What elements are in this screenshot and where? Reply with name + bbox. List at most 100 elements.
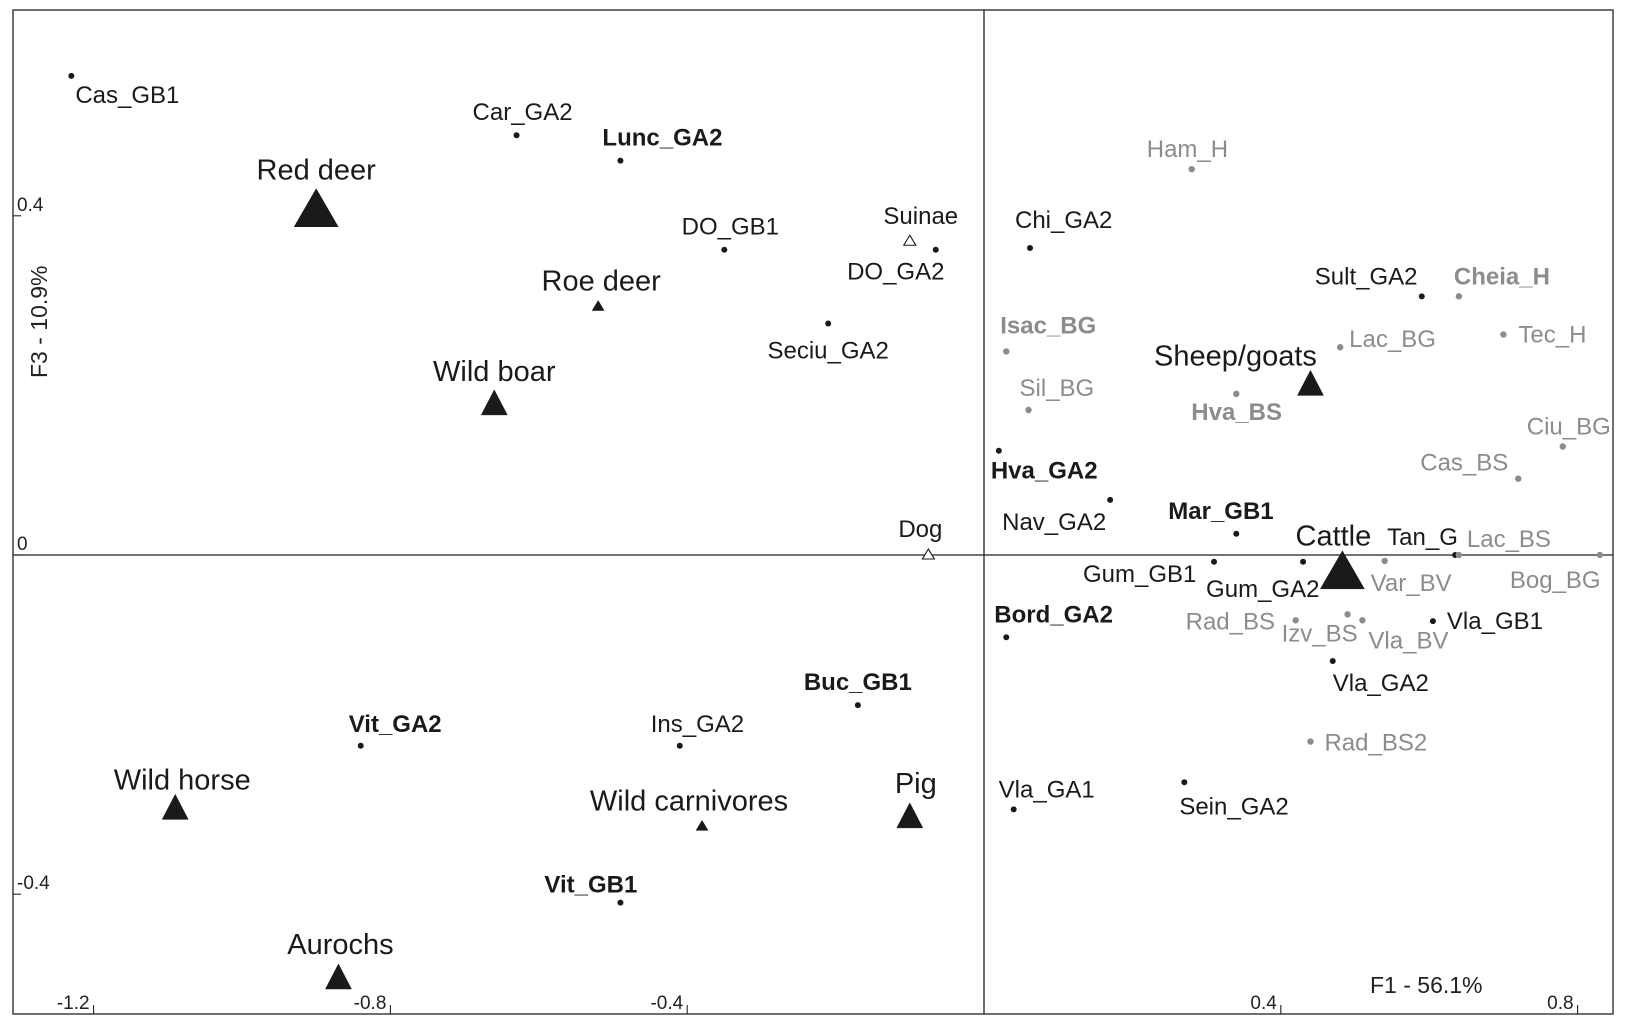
axes: -1.2 -0.8 -0.4 0.4 0.8 0.4 0 -0.4 (13, 10, 1613, 1014)
site-point-vla-ga1 (1010, 806, 1017, 813)
site-label-hva-ga2: Hva_GA2 (991, 458, 1098, 485)
site-point-vla-gb1 (1429, 618, 1436, 625)
site-point-tec-h (1500, 331, 1507, 338)
site-label-sil-bg: Sil_BG (1020, 375, 1095, 402)
taxon-label-wild-boar: Wild boar (433, 356, 556, 388)
taxon-label-wild-horse: Wild horse (114, 764, 251, 796)
site-point-cas-gb1 (68, 72, 75, 79)
taxon-marker-roe-deer (591, 300, 605, 311)
site-label-hva-bs: Hva_BS (1191, 399, 1282, 426)
site-label-sein-ga2: Sein_GA2 (1179, 793, 1288, 820)
site-label-vla-bv: Vla_BV (1368, 627, 1448, 654)
site-label-lac-bg: Lac_BG (1349, 326, 1436, 353)
site-point-do-gb1 (721, 246, 728, 253)
data-marks (68, 72, 1604, 990)
site-label-bord-ga2: Bord_GA2 (994, 601, 1113, 628)
site-label-lac-bs: Lac_BS (1467, 526, 1551, 553)
data-labels: Cas_GB1 Car_GA2 Lunc_GA2 DO_GB1 DO_GA2 Seciu_… (75, 82, 1610, 961)
taxon-label-dog: Dog (898, 516, 942, 543)
site-point-do-ga2 (932, 246, 939, 253)
site-label-cas-bs: Cas_BS (1420, 450, 1508, 477)
site-label-gum-gb1: Gum_GB1 (1083, 561, 1196, 588)
site-label-chi-ga2: Chi_GA2 (1015, 207, 1112, 234)
site-point-izv-bs (1344, 611, 1351, 618)
site-point-vla-bv (1359, 617, 1366, 624)
taxon-label-pig: Pig (895, 768, 937, 800)
site-point-car-ga2 (513, 132, 520, 139)
site-label-tec-h: Tec_H (1518, 322, 1586, 349)
site-label-tan-g: Tan_G (1387, 524, 1458, 551)
taxon-marker-aurochs (325, 963, 352, 990)
site-label-ciu-bg: Ciu_BG (1527, 413, 1611, 440)
site-point-var-bv (1381, 557, 1388, 565)
taxon-marker-red-deer (293, 188, 339, 228)
site-point-gum-gb1 (1211, 558, 1218, 565)
site-point-rad-bs2 (1307, 738, 1314, 745)
site-point-buc-gb1 (854, 702, 861, 709)
site-point-nav-ga2 (1107, 496, 1114, 503)
site-point-sil-bg (1025, 406, 1032, 414)
x-tick-label: -0.8 (354, 993, 387, 1014)
site-label-cheia-h: Cheia_H (1454, 263, 1550, 290)
y-tick-label: 0 (17, 534, 28, 555)
site-point-cas-bs (1515, 475, 1522, 482)
y-tick-label: -0.4 (17, 873, 50, 894)
site-point-bord-ga2 (1003, 634, 1010, 641)
site-label-isac-bg: Isac_BG (1000, 312, 1096, 339)
site-label-do-ga2: DO_GA2 (847, 259, 944, 286)
site-label-vla-ga2: Vla_GA2 (1333, 670, 1429, 697)
x-tick-label: -0.4 (650, 993, 683, 1014)
site-label-vit-ga2: Vit_GA2 (349, 711, 442, 738)
x-tick-label: 0.8 (1547, 993, 1573, 1014)
plot-frame (12, 9, 1614, 1015)
site-label-seciu-ga2: Seciu_GA2 (767, 337, 888, 364)
x-axis-label: F1 - 56.1% (1370, 972, 1483, 998)
y-axis-label: F3 - 10.9% (26, 266, 52, 379)
site-point-cheia-h (1455, 293, 1463, 300)
x-tick-label: -1.2 (57, 993, 90, 1014)
site-label-nav-ga2: Nav_GA2 (1002, 509, 1106, 536)
site-label-do-gb1: DO_GB1 (682, 214, 779, 241)
site-point-sein-ga2 (1181, 779, 1188, 786)
taxon-label-aurochs: Aurochs (287, 929, 393, 961)
site-label-vla-ga1: Vla_GA1 (999, 776, 1095, 803)
site-point-lunc-ga2 (617, 157, 624, 164)
taxon-label-roe-deer: Roe deer (542, 266, 662, 298)
site-point-hva-bs (1233, 390, 1240, 398)
site-label-mar-gb1: Mar_GB1 (1168, 498, 1273, 525)
site-point-ins-ga2 (676, 742, 683, 749)
site-label-cas-gb1: Cas_GB1 (75, 82, 179, 109)
site-point-gum-ga2 (1300, 558, 1307, 565)
site-label-rad-bs: Rad_BS (1186, 608, 1275, 635)
taxon-marker-cattle (1319, 550, 1365, 590)
taxon-marker-wild-horse (161, 793, 189, 820)
site-point-vit-gb1 (617, 899, 624, 906)
site-point-chi-ga2 (1027, 245, 1034, 252)
site-point-bog-bg (1596, 551, 1604, 559)
x-tick-label: 0.4 (1250, 993, 1277, 1014)
site-point-lac-bg (1336, 344, 1344, 351)
taxon-marker-wild-carnivores (695, 819, 709, 831)
taxon-marker-suinae (902, 234, 917, 246)
site-label-vla-gb1: Vla_GB1 (1447, 608, 1543, 635)
site-point-seciu-ga2 (825, 320, 832, 327)
site-label-gum-ga2: Gum_GA2 (1206, 576, 1319, 603)
site-point-vit-ga2 (357, 742, 364, 749)
site-point-isac-bg (1003, 348, 1010, 355)
taxon-marker-sheep-goats (1297, 369, 1324, 396)
site-point-mar-gb1 (1233, 530, 1240, 537)
taxon-label-suinae: Suinae (883, 203, 958, 230)
taxon-label-cattle: Cattle (1296, 521, 1372, 553)
taxon-marker-dog (921, 547, 936, 560)
site-label-bog-bg: Bog_BG (1510, 567, 1601, 594)
y-tick-label: 0.4 (17, 195, 44, 216)
taxon-marker-pig (896, 802, 924, 829)
site-label-lunc-ga2: Lunc_GA2 (602, 125, 722, 152)
taxon-label-red-deer: Red deer (257, 155, 377, 187)
site-label-ham-h: Ham_H (1147, 136, 1228, 163)
site-point-ciu-bg (1559, 443, 1566, 450)
site-label-vit-gb1: Vit_GB1 (544, 872, 637, 899)
site-point-ham-h (1188, 165, 1195, 173)
site-label-ins-ga2: Ins_GA2 (651, 711, 744, 738)
